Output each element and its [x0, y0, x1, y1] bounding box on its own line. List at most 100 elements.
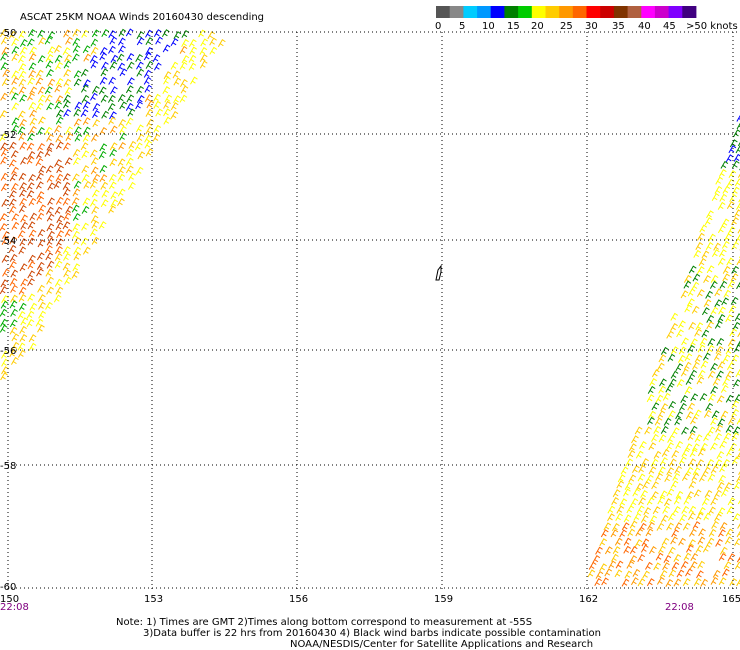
wind-barb	[722, 273, 730, 282]
wind-barb	[645, 528, 654, 537]
wind-barb	[685, 568, 693, 577]
wind-barb	[662, 562, 670, 571]
wind-barb	[38, 165, 47, 174]
wind-barb	[72, 28, 81, 37]
wind-barb	[45, 301, 53, 310]
wind-barb	[62, 100, 71, 109]
wind-barb	[655, 472, 663, 481]
wind-barb	[101, 29, 110, 37]
wind-barb	[630, 577, 639, 586]
wind-barb	[9, 253, 18, 262]
lon-label-165: 165	[722, 594, 740, 605]
wind-barb	[671, 561, 680, 570]
wind-barb	[38, 310, 46, 319]
wind-barb	[692, 467, 701, 476]
wind-barb	[659, 490, 668, 499]
wind-barb	[689, 528, 697, 537]
wind-barb	[107, 94, 116, 103]
wind-barb	[721, 297, 729, 306]
wind-barb	[638, 464, 646, 473]
wind-barb	[144, 140, 153, 149]
wind-barb	[36, 261, 45, 270]
wind-barb	[0, 52, 8, 61]
wind-barb	[0, 29, 8, 37]
wind-barb	[0, 308, 8, 317]
wind-barb	[717, 314, 726, 322]
wind-barb	[27, 221, 36, 230]
lat-lon-grid	[7, 31, 738, 590]
wind-barb	[676, 569, 685, 578]
wind-barb	[72, 188, 81, 197]
wind-barb	[688, 539, 696, 548]
wind-barb	[110, 86, 118, 95]
wind-barb	[722, 377, 730, 386]
wind-barb	[45, 165, 54, 174]
wind-barb	[724, 233, 732, 242]
wind-barb	[73, 246, 81, 255]
wind-barb	[36, 172, 44, 181]
wind-barb	[55, 116, 64, 125]
wind-barb	[0, 300, 9, 309]
wind-barb	[670, 370, 679, 379]
wind-barb	[152, 54, 161, 63]
wind-barb	[145, 148, 154, 157]
wind-barb	[642, 570, 650, 579]
wind-barb	[692, 273, 701, 282]
wind-barb	[179, 94, 188, 103]
wind-barb	[62, 188, 71, 197]
wind-barb	[89, 228, 98, 237]
wind-barb	[17, 230, 26, 239]
wind-barb	[721, 218, 730, 227]
wind-barb	[630, 498, 639, 507]
wind-barb	[680, 560, 689, 569]
wind-barb	[651, 433, 659, 442]
wind-barb	[82, 117, 91, 126]
wind-barb	[127, 108, 136, 117]
wind-barb	[63, 78, 72, 87]
wind-barb	[670, 536, 678, 545]
wind-barb	[719, 464, 727, 473]
wind-barb	[641, 458, 649, 467]
wind-barb	[688, 321, 696, 330]
wind-barb	[18, 30, 27, 39]
wind-barb	[697, 232, 705, 241]
wind-barb	[65, 36, 73, 45]
wind-barb	[673, 554, 682, 562]
wind-barb	[99, 164, 108, 173]
wind-barb	[725, 394, 734, 403]
wind-barb	[710, 497, 719, 506]
wind-barb	[710, 576, 719, 585]
wind-barb	[26, 310, 35, 319]
wind-barb	[646, 394, 655, 403]
wind-barb	[19, 325, 27, 334]
wind-barb	[18, 86, 27, 95]
wind-barb	[640, 514, 649, 523]
wind-barb	[662, 392, 671, 401]
wind-barb	[684, 304, 693, 313]
wind-barb	[727, 553, 736, 562]
wind-barb	[657, 545, 666, 554]
wind-barb	[693, 577, 702, 586]
wind-barb	[73, 118, 82, 127]
wind-barb	[737, 331, 740, 338]
wind-barb	[679, 513, 687, 522]
wind-barb	[732, 321, 740, 330]
wind-barb	[55, 222, 64, 231]
wind-barb	[661, 537, 670, 546]
wind-barb	[679, 402, 687, 411]
wind-barb	[45, 245, 53, 254]
wind-barb	[46, 276, 54, 285]
wind-barb	[117, 188, 126, 197]
wind-barb	[708, 506, 716, 515]
wind-barb	[1, 237, 10, 245]
wind-barb	[11, 70, 19, 79]
wind-barb	[733, 153, 740, 162]
wind-barb	[694, 354, 703, 363]
wind-barb	[17, 126, 26, 135]
wind-barb	[73, 70, 82, 79]
wind-barb	[734, 561, 740, 570]
wind-barb	[29, 117, 38, 126]
wind-barb	[611, 496, 619, 505]
wind-barb	[706, 321, 714, 330]
wind-barb	[709, 280, 718, 289]
